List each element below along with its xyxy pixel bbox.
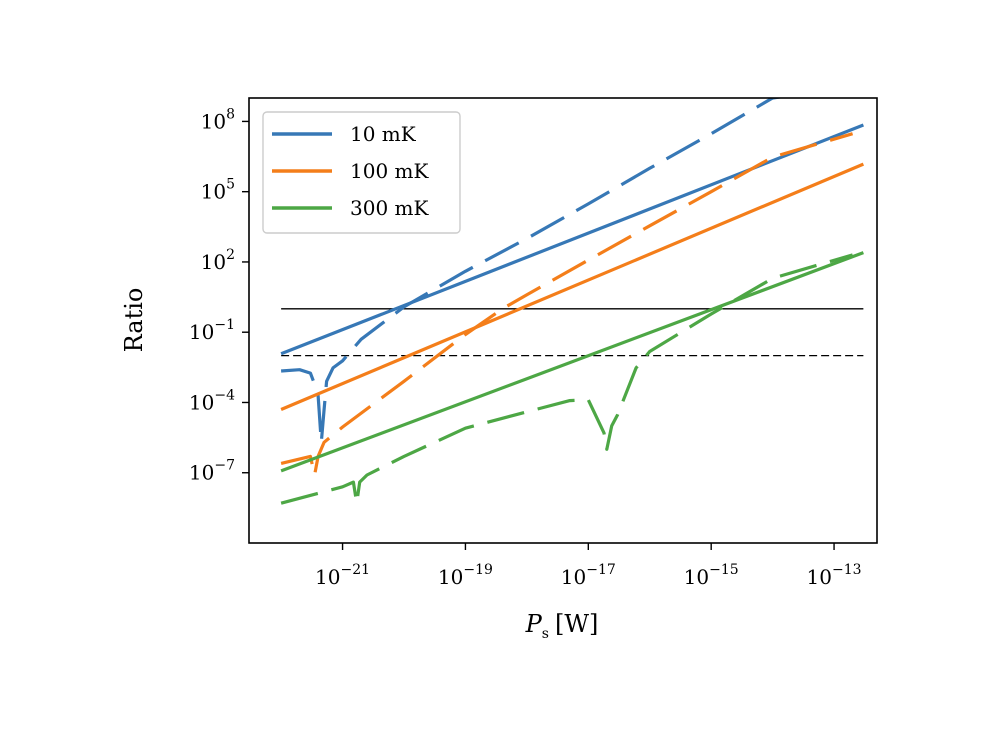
y-tick-label: 10−4 [189,387,235,414]
y-tick-label: 10−7 [189,458,235,485]
x-axis-label: Ps [W] [525,610,599,642]
legend-label-10-mk: 10 mK [350,122,417,146]
series-line-100-mk-solid [280,162,865,411]
x-tick-label: 10−15 [684,562,739,589]
y-axis-label: Ratio [120,288,148,353]
series-line-series-1-dashed [280,98,785,444]
x-axis-ticks: 10−21 10−19 10−17 10−15 10−13 [315,543,862,589]
legend-label-300-mk: 300 mK [350,196,429,220]
legend-label-100-mk: 100 mK [350,159,429,183]
legend: 10 mK 100 mK 300 mK [262,111,461,234]
series-line-300-mk-solid [280,251,864,473]
y-tick-label: 10−1 [189,317,235,344]
series-line-10-mk-solid [280,123,864,356]
y-tick-label: 108 [201,106,235,133]
series-line-series-5-dashed [280,253,854,505]
series-line-series-3-dashed [280,132,854,477]
x-tick-label: 10−13 [807,562,862,589]
x-tick-label: 10−21 [315,562,370,589]
y-tick-label: 105 [201,177,235,204]
y-tick-label: 102 [201,247,235,274]
x-tick-label: 10−19 [438,562,493,589]
reference-lines [281,308,864,357]
legend-box [262,111,461,234]
x-tick-label: 10−17 [561,562,616,589]
y-axis-ticks: 108 105 102 10−1 10−4 10−7 [189,106,249,485]
series-lines [280,98,865,505]
plot-frame [248,97,878,544]
